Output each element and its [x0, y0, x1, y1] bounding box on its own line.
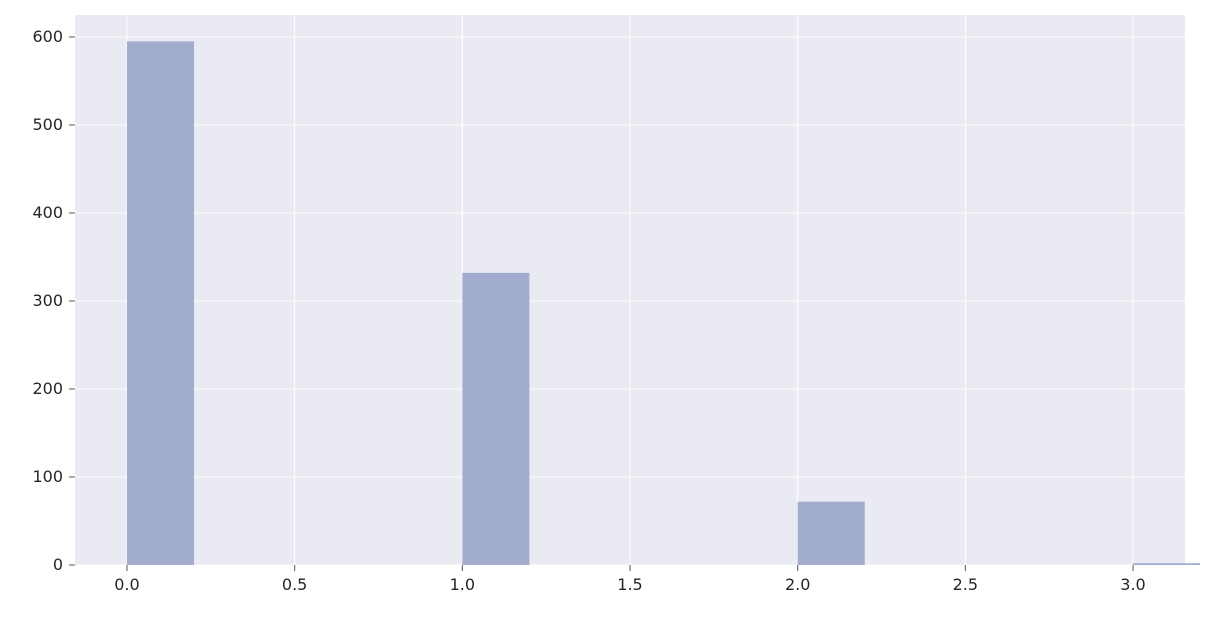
- chart-svg: [0, 0, 1210, 618]
- x-tick-label: 2.5: [953, 575, 978, 594]
- y-tick-label: 100: [32, 467, 63, 486]
- bar: [462, 273, 529, 565]
- y-tick-label: 400: [32, 203, 63, 222]
- y-tick-label: 200: [32, 379, 63, 398]
- bar: [798, 502, 865, 565]
- x-tick-label: 3.0: [1120, 575, 1145, 594]
- y-tick-label: 300: [32, 291, 63, 310]
- bar: [127, 41, 194, 565]
- x-tick-label: 1.0: [450, 575, 475, 594]
- bar: [1133, 563, 1200, 565]
- x-tick-label: 0.5: [282, 575, 307, 594]
- x-tick-label: 2.0: [785, 575, 810, 594]
- y-tick-label: 600: [32, 27, 63, 46]
- x-tick-label: 0.0: [114, 575, 139, 594]
- y-tick-label: 0: [53, 555, 63, 574]
- chart-figure: 0.0 0.5 1.0 1.5 2.0 2.5 3.0 0 100 200 300 400 500 600: [0, 0, 1210, 618]
- y-tick-label: 500: [32, 115, 63, 134]
- x-tick-label: 1.5: [617, 575, 642, 594]
